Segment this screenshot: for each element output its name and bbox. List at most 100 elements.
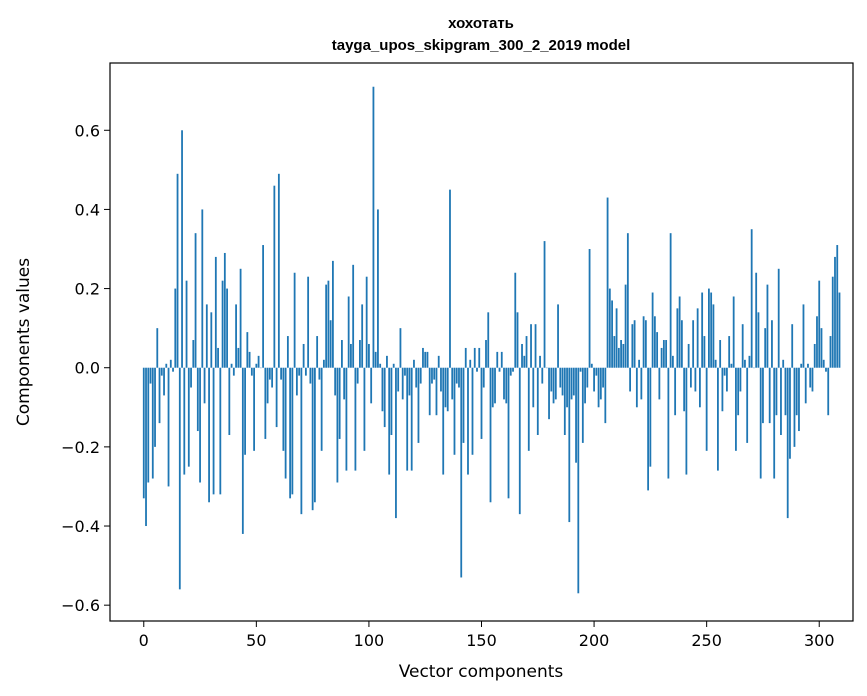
bar-174 <box>534 324 537 368</box>
bar-100 <box>368 343 370 368</box>
bar-41 <box>235 304 237 368</box>
bar-17 <box>181 130 183 368</box>
bar-167 <box>518 367 521 515</box>
bar-170 <box>525 336 528 368</box>
bar-123 <box>419 367 422 384</box>
bar-269 <box>748 355 751 368</box>
bar-32 <box>214 256 217 368</box>
y-tick-label: −0.2 <box>61 438 100 457</box>
bar-23 <box>194 233 197 368</box>
bar-22 <box>192 340 195 368</box>
bar-44 <box>241 367 244 534</box>
bar-180 <box>548 367 550 420</box>
bar-70 <box>300 367 303 515</box>
bar-125 <box>424 351 427 368</box>
bar-169 <box>523 355 526 368</box>
bar-207 <box>608 288 611 368</box>
bar-81 <box>325 284 328 368</box>
bar-216 <box>629 367 631 392</box>
bar-71 <box>302 343 305 368</box>
bar-290 <box>795 367 798 416</box>
bar-65 <box>289 367 292 499</box>
bar-182 <box>552 367 555 404</box>
bar-95 <box>356 367 359 384</box>
bar-241 <box>685 367 688 475</box>
bar-247 <box>699 367 701 408</box>
bar-189 <box>568 367 571 523</box>
bar-183 <box>554 367 557 400</box>
bar-25 <box>199 367 201 483</box>
bar-86 <box>336 367 339 483</box>
bar-142 <box>462 367 465 443</box>
bar-76 <box>313 367 316 503</box>
bar-172 <box>530 324 532 368</box>
bar-102 <box>372 86 375 368</box>
bar-33 <box>217 347 219 368</box>
bar-13 <box>172 367 174 372</box>
bar-43 <box>239 268 242 368</box>
bar-124 <box>422 347 424 368</box>
bar-263 <box>735 367 737 451</box>
bar-262 <box>732 296 735 368</box>
bar-68 <box>295 367 298 396</box>
bar-62 <box>282 367 285 451</box>
bar-14 <box>174 288 177 368</box>
y-axis-ticks: −0.6 −0.4 −0.2 0.0 0.2 0.4 0.6 <box>61 121 110 615</box>
bar-219 <box>635 367 638 408</box>
bar-54 <box>264 367 267 439</box>
bar-137 <box>451 367 454 400</box>
bar-73 <box>307 276 310 368</box>
bar-145 <box>469 359 472 368</box>
bar-161 <box>505 367 508 404</box>
bar-27 <box>203 367 206 404</box>
bar-220 <box>638 359 641 368</box>
bar-75 <box>311 367 314 511</box>
bar-87 <box>338 367 341 439</box>
bar-243 <box>689 367 692 388</box>
bar-109 <box>388 367 391 475</box>
bar-77 <box>316 336 319 368</box>
bar-213 <box>622 343 625 368</box>
bar-163 <box>509 367 512 376</box>
y-tick-label: 0.0 <box>75 359 100 378</box>
bar-127 <box>428 367 431 416</box>
bar-301 <box>820 328 823 368</box>
bar-38 <box>228 367 231 435</box>
bar-264 <box>737 367 740 416</box>
bar-277 <box>766 284 769 368</box>
bar-20 <box>187 367 190 467</box>
y-tick-label: −0.6 <box>61 596 100 615</box>
bar-272 <box>755 272 758 368</box>
bar-114 <box>399 328 402 368</box>
plot-frame <box>109 62 854 622</box>
x-tick-label: 300 <box>804 631 835 650</box>
bar-299 <box>816 316 818 368</box>
bar-45 <box>244 367 246 455</box>
bar-120 <box>413 359 415 368</box>
bar-222 <box>642 316 645 368</box>
bar-238 <box>678 296 681 368</box>
bar-3 <box>149 367 152 384</box>
bar-118 <box>408 367 411 396</box>
bar-250 <box>705 367 708 451</box>
bar-235 <box>671 355 674 368</box>
bar-288 <box>791 324 794 368</box>
bar-16 <box>178 367 181 590</box>
bar-173 <box>532 367 535 408</box>
bar-261 <box>730 363 733 368</box>
bar-309 <box>838 292 841 368</box>
bar-258 <box>723 367 726 376</box>
bar-248 <box>701 292 704 368</box>
bar-74 <box>309 367 312 384</box>
bar-138 <box>453 367 456 455</box>
bar-31 <box>212 367 215 495</box>
bar-245 <box>694 367 697 392</box>
bar-105 <box>379 363 382 368</box>
bar-165 <box>514 272 517 368</box>
bar-144 <box>467 367 469 475</box>
bar-143 <box>464 347 467 368</box>
bar-215 <box>626 233 629 368</box>
bar-304 <box>827 367 830 416</box>
bar-230 <box>660 347 663 368</box>
